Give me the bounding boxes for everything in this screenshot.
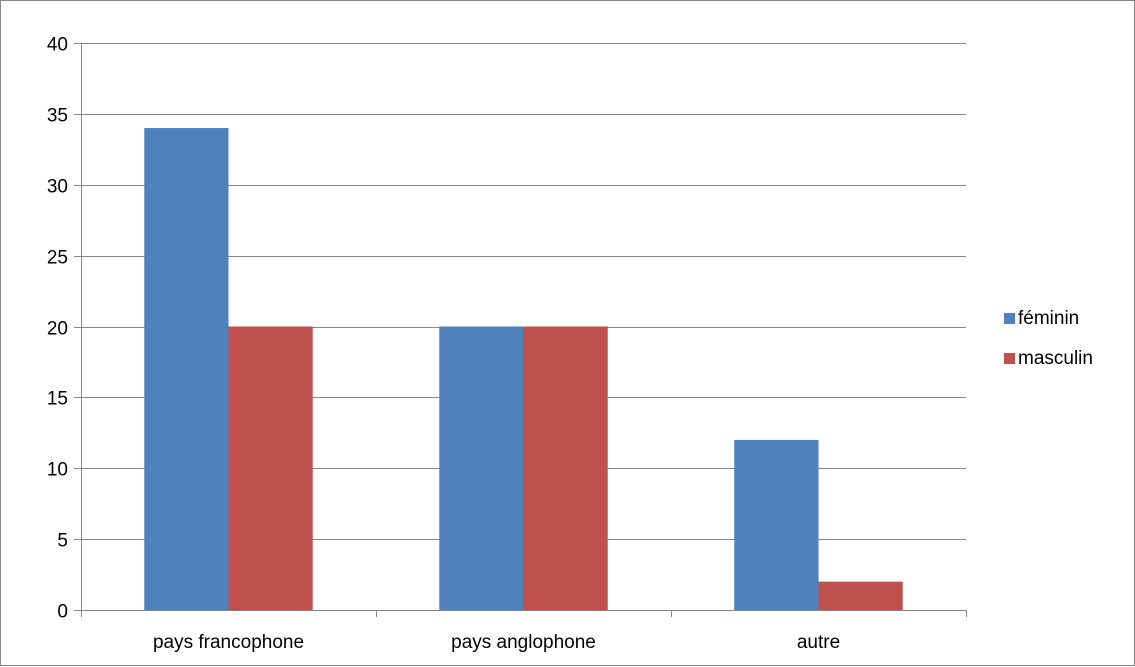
axes xyxy=(74,43,967,617)
y-tick-label: 10 xyxy=(47,460,68,481)
x-tick-label: autre xyxy=(797,632,840,653)
y-tick-label: 30 xyxy=(47,177,68,198)
legend: féminin masculin xyxy=(1004,308,1093,369)
y-tick-label: 20 xyxy=(47,319,68,340)
bar-masculin-2 xyxy=(818,581,903,610)
bar-masculin-1 xyxy=(523,326,608,610)
x-tick-label: pays francophone xyxy=(153,632,304,653)
bar-feminin-0 xyxy=(144,128,229,611)
y-tick-label: 35 xyxy=(47,106,68,127)
legend-label-masculin: masculin xyxy=(1018,348,1093,369)
legend-label-feminin: féminin xyxy=(1018,308,1079,329)
legend-swatch-masculin xyxy=(1004,353,1015,364)
y-tick-label: 40 xyxy=(47,35,68,56)
y-tick-label: 15 xyxy=(47,389,68,410)
bar-masculin-0 xyxy=(228,326,313,610)
y-tick-label: 5 xyxy=(57,531,68,552)
bar-feminin-2 xyxy=(734,439,819,610)
x-tick-label: pays anglophone xyxy=(451,632,596,653)
x-axis-tick-labels: pays francophone pays anglophone autre xyxy=(153,632,840,653)
bar-feminin-1 xyxy=(439,326,524,610)
legend-swatch-feminin xyxy=(1004,313,1015,324)
y-tick-label: 25 xyxy=(47,248,68,269)
bars xyxy=(144,128,903,611)
y-axis-tick-labels: 0 5 10 15 20 25 30 35 40 xyxy=(47,35,68,623)
y-tick-label: 0 xyxy=(57,602,68,623)
